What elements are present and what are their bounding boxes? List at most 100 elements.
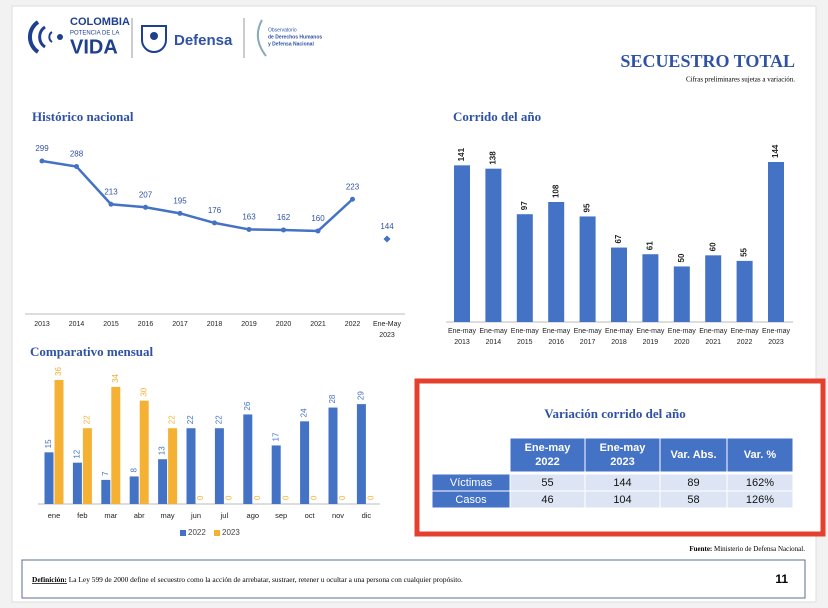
data-label: 138 xyxy=(489,151,498,165)
x-tick-label: 2022 xyxy=(345,321,361,328)
page-number: 11 xyxy=(775,572,788,586)
x-tick-label: Ene-may xyxy=(479,328,508,335)
data-label: 36 xyxy=(54,367,63,376)
bar xyxy=(611,247,627,322)
x-tick-label: Ene-may xyxy=(731,328,760,335)
data-label: 22 xyxy=(83,415,92,424)
bar xyxy=(768,162,784,322)
data-label: 29 xyxy=(357,391,366,400)
bar xyxy=(673,266,690,322)
header-text: Var. % xyxy=(744,449,777,461)
legend-swatch xyxy=(214,530,220,536)
data-label: 288 xyxy=(70,150,84,159)
cell xyxy=(726,490,794,509)
x-tick-label: sep xyxy=(275,511,287,520)
observatory-line: Observatorio xyxy=(268,27,297,33)
data-label: 24 xyxy=(300,408,309,417)
bar xyxy=(243,414,253,504)
x-tick-label: Ene-may xyxy=(668,328,697,335)
x-tick-label: 2013 xyxy=(34,321,50,328)
footer-box xyxy=(21,559,806,599)
data-label: 8 xyxy=(129,467,138,472)
chart-title: Histórico nacional xyxy=(32,109,134,124)
bar xyxy=(168,428,178,504)
data-label: 22 xyxy=(168,415,177,424)
observatory-line: de Derechos Humanos xyxy=(268,34,322,40)
point xyxy=(350,196,355,202)
x-tick-label: Ene-may xyxy=(542,328,571,335)
bar xyxy=(214,428,224,504)
line xyxy=(41,159,354,233)
header-cell xyxy=(659,437,728,473)
header-cell xyxy=(509,437,586,473)
definition-text: La Ley 599 de 2000 define el secuestro c… xyxy=(69,575,463,584)
data-label: 0 xyxy=(225,495,234,500)
row-label: Víctimas xyxy=(450,477,493,489)
x-tick-label: 2019 xyxy=(241,321,257,328)
observatory-line: y Defensa Nacional xyxy=(268,41,314,47)
bar xyxy=(129,476,139,504)
data-label: 207 xyxy=(139,190,153,199)
x-tick-label: jul xyxy=(220,511,229,520)
x-tick-label: 2023 xyxy=(379,332,395,339)
cell-text: 46 xyxy=(541,494,553,506)
data-label: 0 xyxy=(281,495,290,500)
x-tick-label: 2013 xyxy=(454,339,470,346)
bar xyxy=(111,386,121,504)
x-tick-label: 2018 xyxy=(207,321,223,328)
bar xyxy=(356,404,366,504)
point xyxy=(246,226,252,232)
data-label: 12 xyxy=(73,449,82,458)
bar xyxy=(72,462,82,504)
data-label: 17 xyxy=(271,432,280,441)
x-tick-label: dic xyxy=(362,511,372,520)
ministry: Defensa xyxy=(174,32,233,49)
data-label: 97 xyxy=(520,201,529,210)
x-tick-label: mar xyxy=(104,511,117,520)
data-label: 0 xyxy=(338,495,347,500)
data-label: 22 xyxy=(186,415,195,424)
legend-swatch xyxy=(180,530,186,536)
chart-title: Comparativo mensual xyxy=(30,344,154,359)
x-tick-label: 2023 xyxy=(768,339,784,346)
observatory-logo xyxy=(256,19,267,57)
x-tick-label: Ene-May xyxy=(373,321,402,328)
point xyxy=(383,235,391,243)
point xyxy=(143,204,148,210)
data-label: 0 xyxy=(196,495,205,500)
x-tick-label: 2015 xyxy=(103,321,119,328)
data-label: 141 xyxy=(457,147,466,161)
x-tick-label: feb xyxy=(77,511,87,520)
bar xyxy=(44,452,54,504)
cell-text: 126% xyxy=(746,494,774,506)
bar xyxy=(642,254,659,322)
bar xyxy=(516,214,533,322)
x-tick-label: 2017 xyxy=(580,339,596,346)
x-tick-label: 2022 xyxy=(737,339,753,346)
data-label: 55 xyxy=(740,247,749,256)
data-label: 299 xyxy=(35,144,49,153)
bar xyxy=(101,479,111,504)
data-label: 95 xyxy=(583,203,592,212)
data-label: 15 xyxy=(44,439,53,448)
table-title: Variación corrido del año xyxy=(544,406,685,421)
data-label: 195 xyxy=(173,196,187,205)
x-tick-label: abr xyxy=(134,511,145,520)
cell-text: 58 xyxy=(687,494,699,506)
legend-label: 2023 xyxy=(222,528,240,537)
data-label: 108 xyxy=(551,184,560,198)
bar xyxy=(705,255,722,322)
point xyxy=(108,201,114,207)
cell-text: 104 xyxy=(613,494,631,506)
cell-text: 144 xyxy=(613,477,631,489)
cell-text: 55 xyxy=(541,477,553,489)
point xyxy=(281,227,286,233)
page-subtitle: Cifras preliminares sujetas a variación. xyxy=(686,76,795,84)
data-label: 0 xyxy=(367,495,376,500)
data-label: 160 xyxy=(311,214,325,223)
data-label: 163 xyxy=(242,213,256,222)
bar xyxy=(328,407,338,504)
x-tick-label: 2016 xyxy=(548,339,564,346)
data-label: 50 xyxy=(677,253,686,262)
